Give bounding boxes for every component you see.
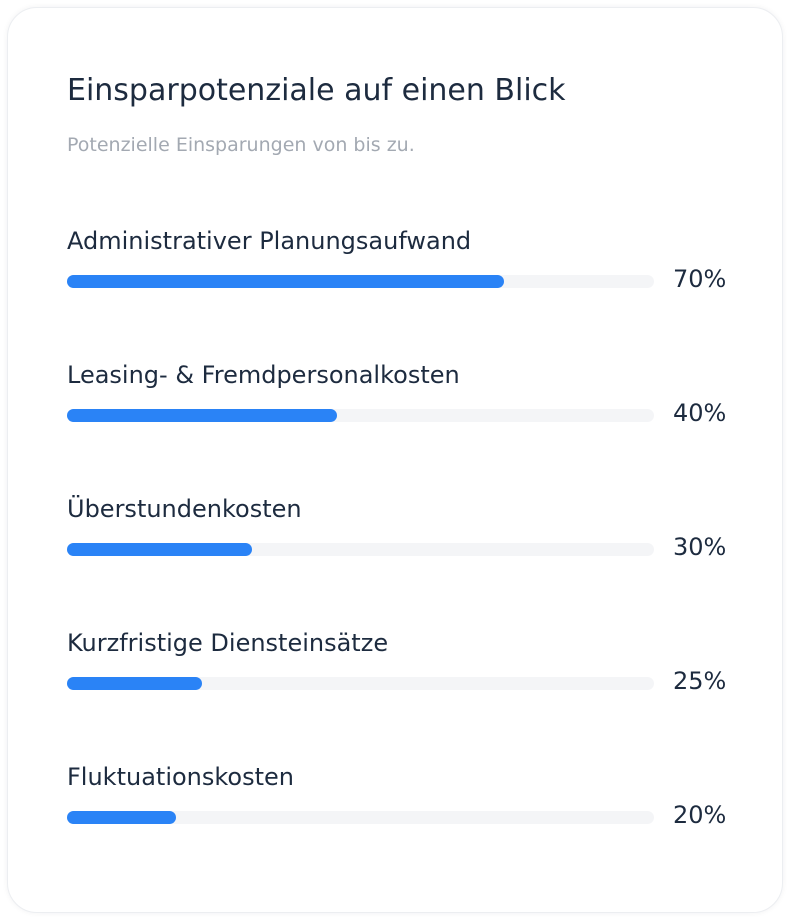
savings-row-label: Administrativer Planungsaufwand [67,227,472,255]
savings-row-label: Überstundenkosten [67,495,302,523]
savings-row-label: Leasing- & Fremdpersonalkosten [67,361,460,389]
savings-row-turnover: Fluktuationskosten 20% [67,761,737,851]
progress-fill [67,677,202,690]
progress-fill [67,811,176,824]
progress-fill [67,543,252,556]
savings-percentage: 40% [673,399,727,427]
progress-track [67,677,654,690]
savings-card: Einsparpotenziale auf einen Blick Potenz… [7,7,783,913]
progress-fill [67,409,338,422]
progress-track [67,275,654,288]
card-title: Einsparpotenziale auf einen Blick [67,73,566,108]
progress-track [67,811,654,824]
savings-percentage: 25% [673,667,727,695]
savings-row-short-notice-shifts: Kurzfristige Diensteinsätze 25% [67,627,737,717]
savings-percentage: 20% [673,801,727,829]
savings-row-leasing-external-staff: Leasing- & Fremdpersonalkosten 40% [67,359,737,449]
savings-percentage: 70% [673,265,727,293]
progress-track [67,543,654,556]
savings-row-label: Fluktuationskosten [67,763,295,791]
savings-row-administrative-planning: Administrativer Planungsaufwand 70% [67,225,737,315]
progress-fill [67,275,505,288]
card-subtitle: Potenzielle Einsparungen von bis zu. [67,134,415,156]
savings-row-label: Kurzfristige Diensteinsätze [67,629,389,657]
progress-track [67,409,654,422]
savings-percentage: 30% [673,533,727,561]
savings-row-overtime: Überstundenkosten 30% [67,493,737,583]
